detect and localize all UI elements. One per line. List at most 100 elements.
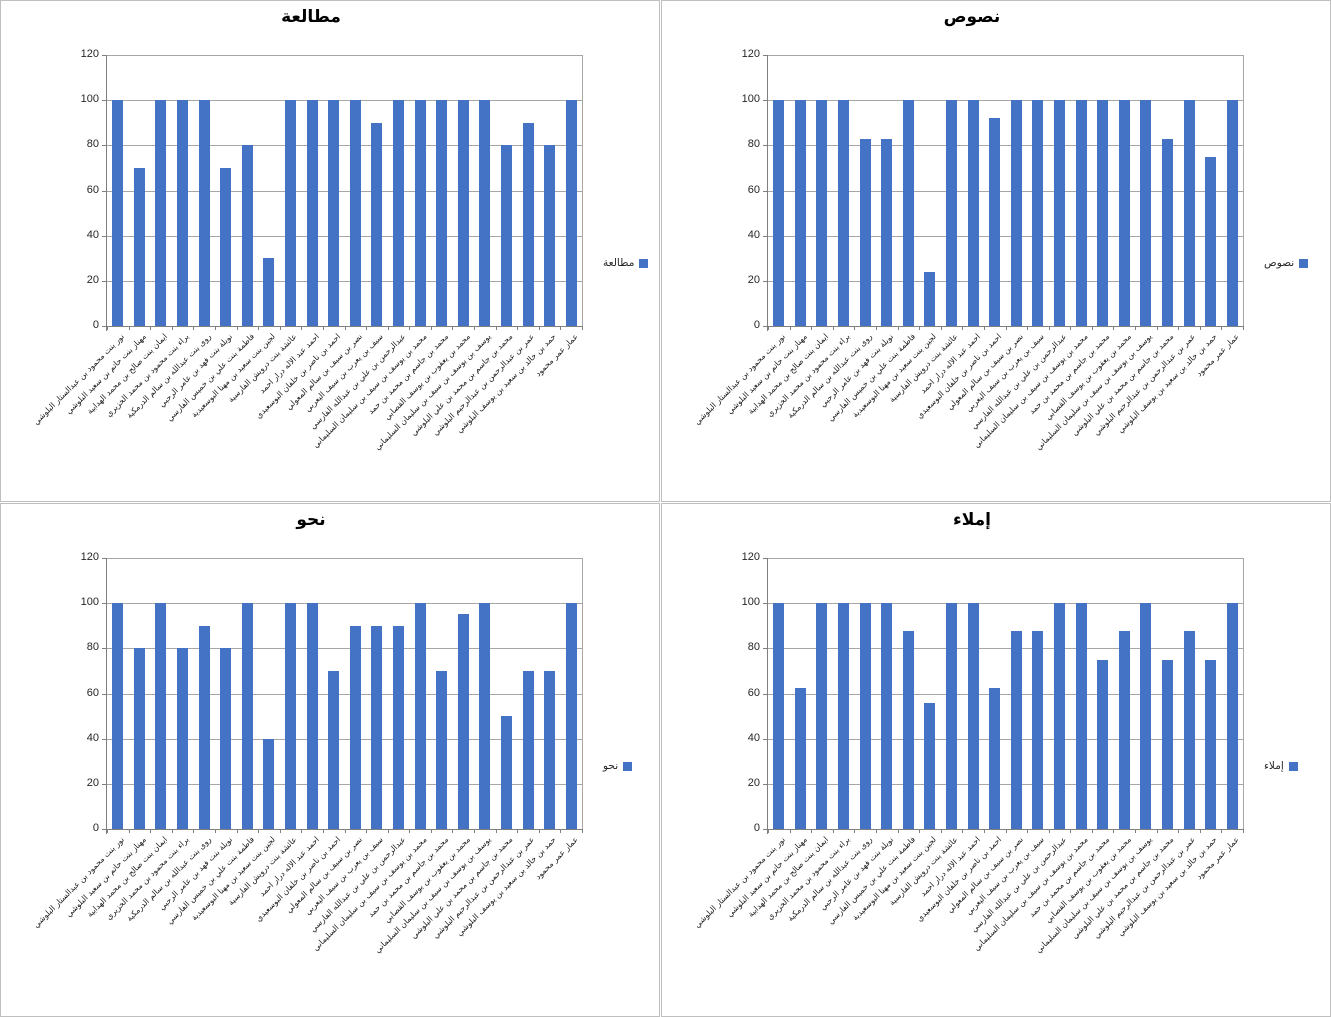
gridline-60 — [107, 693, 582, 695]
x-axis-tick-mark — [983, 829, 985, 833]
plot-right-border — [1243, 55, 1244, 326]
x-axis-tick-mark — [875, 326, 877, 330]
gridline-20 — [768, 783, 1243, 785]
x-axis-tick-mark — [962, 326, 964, 330]
plot-area-texts: 0 20 40 60 80 100 120 نور بنت محمود بن عبدالستا… — [693, 48, 1244, 452]
bar-8 — [924, 702, 936, 829]
legend-swatch-icon — [623, 761, 633, 771]
x-axis-tick-mark — [811, 326, 813, 330]
chart-title-dictation: إملاء — [953, 510, 991, 530]
y-axis-tick-mark — [102, 558, 106, 559]
x-axis-tick-mark — [366, 829, 368, 833]
y-axis-tick-mark — [763, 829, 767, 830]
gridline-20 — [107, 280, 582, 282]
plot-area-grammar: 0 20 40 60 80 100 120 نور بنت محمود بن عبدالستا… — [32, 551, 583, 955]
x-axis-tick-mark — [768, 326, 769, 330]
bar-17 — [1118, 631, 1130, 829]
chart-title-texts: نصوص — [943, 7, 1001, 27]
x-axis-tick-mark — [1091, 326, 1093, 330]
y-axis-tick-mark — [763, 738, 767, 740]
gridline-120 — [768, 55, 1243, 56]
bar-15 — [1075, 603, 1087, 829]
bar-8 — [263, 738, 275, 829]
x-axis-tick-mark — [474, 326, 476, 330]
bar-16 — [436, 670, 448, 829]
y-axis-tick-label: 60 — [747, 183, 760, 196]
x-axis-tick-mark — [258, 326, 260, 330]
bar-21 — [544, 145, 556, 326]
y-axis-tick-mark — [102, 326, 106, 327]
y-axis-tick-mark — [102, 648, 106, 650]
legend-dictation: إملاء — [1264, 760, 1298, 772]
legend-label-reading: مطالعة — [603, 257, 635, 269]
legend-swatch-icon — [1288, 761, 1298, 771]
y-axis-tick-label: 40 — [86, 731, 99, 744]
x-axis-tick-mark — [538, 326, 540, 330]
bar-22 — [1226, 603, 1238, 829]
x-axis-tick-mark — [1178, 829, 1180, 833]
bar-4 — [177, 100, 189, 326]
bar-14 — [1053, 100, 1065, 326]
gridline-80 — [768, 648, 1243, 650]
bar-12 — [1010, 100, 1022, 326]
bar-13 — [371, 122, 383, 326]
x-axis-tick-mark — [832, 829, 834, 833]
y-axis-tick-label: 60 — [86, 686, 99, 699]
bar-20 — [522, 122, 534, 326]
legend-texts: نصوص — [1264, 257, 1309, 269]
bar-3 — [816, 100, 828, 326]
gridline-80 — [768, 145, 1243, 147]
y-axis-tick-label: 0 — [753, 319, 760, 331]
x-axis-tick-mark — [875, 829, 877, 833]
chart-title-reading: مطالعة — [281, 7, 341, 27]
x-axis-tick-mark — [1070, 829, 1072, 833]
bar-3 — [816, 603, 828, 829]
bar-5 — [198, 625, 210, 829]
gridline-40 — [768, 738, 1243, 740]
gridline-60 — [768, 190, 1243, 192]
y-axis-tick-mark — [102, 280, 106, 282]
bar-6 — [881, 603, 893, 829]
x-axis-tick-mark — [409, 829, 411, 833]
bar-2 — [794, 100, 806, 326]
bar-20 — [1183, 100, 1195, 326]
y-axis-tick-label: 80 — [86, 641, 99, 654]
legend-swatch-icon — [639, 258, 649, 268]
bar-3 — [155, 603, 167, 829]
plot-area-dictation: 0 20 40 60 80 100 120 نور بنت محمود بن عبدالستا… — [693, 551, 1244, 955]
bar-9 — [285, 603, 297, 829]
bar-7 — [902, 631, 914, 829]
bar-5 — [198, 100, 210, 326]
bar-21 — [544, 670, 556, 829]
bar-21 — [1205, 659, 1217, 829]
bar-2 — [794, 687, 806, 829]
x-axis-tick-mark — [171, 326, 173, 330]
bar-12 — [1010, 631, 1022, 829]
chart-panel-texts: نصوص 0 20 40 60 80 100 120 نور بنت محمود بن عبد… — [661, 0, 1331, 502]
bar-19 — [1161, 138, 1173, 326]
y-axis-line — [106, 558, 107, 834]
x-axis-tick-mark — [962, 829, 964, 833]
gridline-20 — [107, 783, 582, 785]
x-axis-tick-mark — [1027, 829, 1029, 833]
x-axis-tick-mark — [919, 326, 921, 330]
x-axis-tick-mark — [940, 326, 942, 330]
bar-14 — [1053, 603, 1065, 829]
gridline-80 — [107, 648, 582, 650]
bar-19 — [500, 145, 512, 326]
y-axis-tick-label: 100 — [741, 596, 760, 609]
y-axis-tick-label: 60 — [86, 183, 99, 196]
x-axis-tick-mark — [387, 829, 389, 833]
gridline-120 — [768, 558, 1243, 559]
x-axis-tick-mark — [409, 326, 411, 330]
x-axis-tick-mark — [301, 829, 303, 833]
bar-10 — [967, 603, 979, 829]
x-axis-category-label: عمر بن عبدالرحمن بن عبدالرحيم البلوشي — [1092, 332, 1198, 438]
x-axis-tick-mark — [1070, 326, 1072, 330]
chart-title-grammar: نحو — [296, 510, 326, 530]
y-axis-tick-mark — [763, 190, 767, 192]
x-axis-tick-mark — [214, 326, 216, 330]
x-axis-tick-mark — [538, 829, 540, 833]
x-axis-tick-mark — [1135, 326, 1137, 330]
plot-right-border — [582, 55, 583, 326]
